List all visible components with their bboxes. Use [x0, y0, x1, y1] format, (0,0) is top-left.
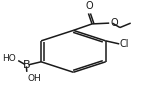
- Text: HO: HO: [2, 54, 16, 64]
- Text: O: O: [85, 1, 93, 11]
- Text: O: O: [110, 18, 118, 28]
- Text: Cl: Cl: [120, 39, 129, 49]
- Text: OH: OH: [28, 74, 41, 83]
- Text: B: B: [23, 60, 31, 70]
